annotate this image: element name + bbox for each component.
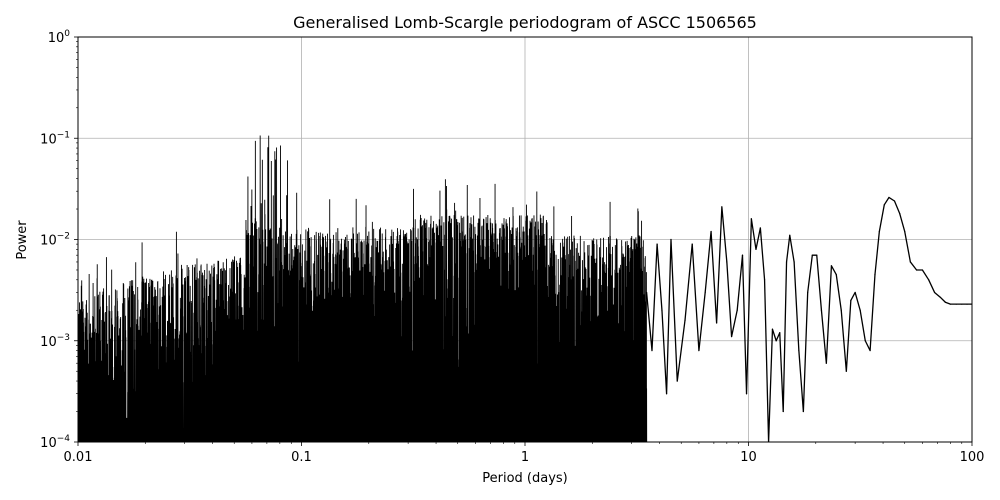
y-tick-base: 10: [40, 436, 57, 451]
data-point: [730, 335, 733, 338]
y-tick-base: 10: [48, 31, 65, 46]
y-tick-label: 10−1: [40, 130, 70, 147]
data-point: [721, 206, 723, 208]
data-point: [840, 309, 842, 311]
data-point: [661, 309, 663, 311]
x-tick-label: 1: [521, 450, 529, 465]
data-point: [874, 274, 876, 276]
data-point: [736, 309, 738, 311]
chart-title: Generalised Lomb-Scargle periodogram of …: [293, 13, 757, 32]
data-point: [775, 340, 777, 342]
data-point: [716, 322, 718, 324]
data-point: [763, 279, 766, 281]
data-point: [859, 309, 861, 311]
data-point: [802, 410, 804, 413]
data-point: [928, 279, 930, 281]
data-point: [921, 269, 924, 271]
data-point: [933, 291, 936, 294]
y-tick-label: 10−3: [40, 333, 70, 350]
data-point: [793, 261, 795, 263]
data-point: [944, 301, 946, 303]
data-point: [830, 265, 833, 267]
data-point: [915, 269, 918, 271]
y-tick-label: 10−4: [40, 434, 70, 451]
data-point: [854, 291, 856, 294]
data-point: [698, 349, 700, 352]
x-tick-label: 0.01: [64, 450, 93, 465]
data-point: [750, 218, 752, 220]
data-point: [710, 230, 712, 233]
periodogram-noise-trace: [78, 135, 648, 442]
data-point: [899, 213, 901, 215]
x-tick-label: 10: [740, 450, 757, 465]
data-point: [845, 370, 847, 372]
y-tick-exponent: 0: [64, 29, 70, 39]
x-tick-label: 100: [960, 450, 985, 465]
y-tick-base: 10: [40, 335, 57, 350]
data-point: [759, 227, 761, 229]
data-point: [789, 234, 791, 236]
data-point: [745, 393, 748, 395]
y-tick-label: 100: [48, 29, 71, 46]
data-point: [691, 243, 693, 245]
y-tick-exponent: −2: [57, 232, 70, 242]
data-point: [676, 380, 678, 382]
periodogram-series-line: [645, 196, 972, 442]
data-point: [684, 319, 686, 321]
data-point: [869, 349, 871, 352]
data-point: [816, 254, 818, 256]
y-tick-exponent: −3: [57, 333, 70, 343]
data-point: [798, 349, 800, 352]
data-point: [755, 248, 757, 250]
data-point: [771, 328, 774, 330]
data-point: [939, 296, 941, 298]
data-point: [966, 303, 968, 305]
data-point: [646, 291, 648, 294]
data-point: [961, 303, 963, 305]
data-point: [904, 230, 906, 233]
data-point: [782, 410, 784, 413]
data-point: [888, 196, 890, 199]
y-tick-exponent: −4: [57, 434, 71, 444]
data-point: [651, 349, 653, 352]
data-point: [811, 254, 813, 256]
data-point: [726, 261, 728, 263]
y-tick-exponent: −1: [57, 130, 70, 140]
data-point: [656, 243, 658, 245]
y-tick-base: 10: [40, 234, 57, 249]
data-point: [807, 291, 809, 294]
data-point: [883, 204, 885, 206]
data-point: [864, 340, 866, 342]
data-layer: [78, 135, 972, 442]
data-point: [850, 299, 852, 302]
data-point: [741, 254, 744, 256]
data-point: [825, 362, 827, 364]
y-axis-label: Power: [15, 220, 30, 260]
data-point: [909, 261, 911, 263]
data-point: [955, 303, 957, 305]
data-point: [820, 309, 823, 311]
data-point: [670, 238, 672, 241]
y-tick-label: 10−2: [40, 232, 70, 249]
x-tick-label: 0.1: [291, 450, 312, 465]
y-tick-base: 10: [40, 132, 57, 147]
data-point: [878, 230, 880, 233]
data-point: [893, 200, 896, 202]
x-axis-label: Period (days): [482, 471, 568, 486]
data-point: [779, 332, 781, 334]
data-point: [665, 393, 668, 395]
data-point: [835, 274, 837, 276]
data-point: [949, 303, 951, 305]
data-point: [704, 291, 706, 294]
data-point: [785, 261, 788, 263]
